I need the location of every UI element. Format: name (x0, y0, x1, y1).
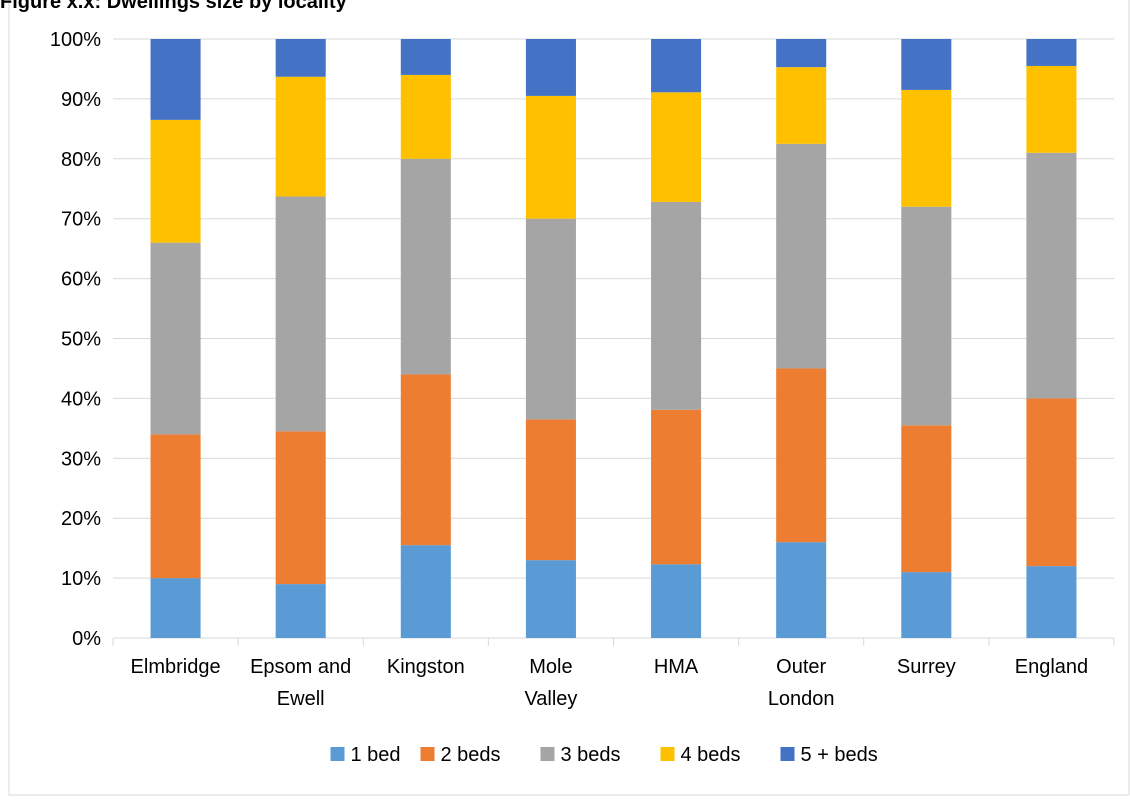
legend-swatch (781, 747, 795, 761)
x-tick-label: Elmbridge (131, 656, 221, 678)
bar-segment (526, 560, 576, 638)
legend-label: 2 beds (441, 744, 501, 766)
x-tick-label: Mole (529, 656, 572, 678)
bar-segment (276, 584, 326, 638)
legend-label: 5 + beds (801, 744, 878, 766)
bar-segment (651, 92, 701, 202)
bar-segment (526, 419, 576, 560)
bar-segment (526, 96, 576, 219)
bar-segment (276, 197, 326, 432)
bar-segment (401, 374, 451, 545)
bar-segment (151, 578, 201, 638)
legend-swatch (421, 747, 435, 761)
y-tick-label: 0% (72, 628, 101, 650)
y-tick-label: 40% (61, 388, 101, 410)
bar-segment (151, 120, 201, 243)
bar-segment (1026, 153, 1076, 399)
y-tick-label: 30% (61, 448, 101, 470)
x-tick-label: Valley (524, 688, 577, 710)
bar-segment (151, 243, 201, 435)
x-tick-label: England (1015, 656, 1088, 678)
bar-segment (651, 202, 701, 410)
y-tick-label: 70% (61, 209, 101, 231)
bar-segment (901, 39, 951, 90)
x-tick-label: HMA (654, 656, 699, 678)
bar-segment (276, 431, 326, 584)
y-tick-label: 20% (61, 508, 101, 530)
bar-segment (651, 39, 701, 92)
bar-segment (776, 67, 826, 144)
bar-segment (276, 39, 326, 77)
bar-segment (651, 564, 701, 638)
bar-segment (901, 425, 951, 572)
bar-segment (901, 90, 951, 207)
legend-swatch (331, 747, 345, 761)
bar-segment (401, 545, 451, 638)
legend-label: 1 bed (351, 744, 401, 766)
x-tick-label: Surrey (897, 656, 956, 678)
bar-segment (1026, 66, 1076, 153)
bar-segment (1026, 566, 1076, 638)
bar-segment (276, 77, 326, 197)
y-tick-label: 100% (50, 29, 101, 51)
bar-segment (776, 39, 826, 67)
x-tick-label: Ewell (277, 688, 325, 710)
y-tick-label: 10% (61, 568, 101, 590)
bar-segment (401, 39, 451, 75)
bar-segment (1026, 39, 1076, 66)
bar-segment (776, 144, 826, 369)
x-tick-label: London (768, 688, 835, 710)
bar-segment (151, 39, 201, 120)
legend-swatch (661, 747, 675, 761)
x-tick-label: Kingston (387, 656, 465, 678)
bar-segment (776, 542, 826, 638)
y-tick-label: 50% (61, 329, 101, 351)
legend-label: 4 beds (681, 744, 741, 766)
x-tick-label: Epsom and (250, 656, 351, 678)
chart-caption: Figure x.x: Dwellings size by locality (0, 0, 347, 14)
bar-segment (401, 75, 451, 159)
legend-label: 3 beds (561, 744, 621, 766)
bar-segment (526, 219, 576, 420)
bar-segment (901, 207, 951, 426)
x-tick-label: Outer (776, 656, 826, 678)
bar-segment (526, 39, 576, 96)
bar-segment (151, 434, 201, 578)
bar-segment (901, 572, 951, 638)
legend-swatch (541, 747, 555, 761)
bar-segment (1026, 398, 1076, 566)
bar-segment (401, 159, 451, 375)
bar-segment (651, 410, 701, 565)
bar-segment (776, 368, 826, 542)
y-tick-label: 80% (61, 149, 101, 171)
y-tick-label: 60% (61, 269, 101, 291)
y-tick-label: 90% (61, 89, 101, 111)
